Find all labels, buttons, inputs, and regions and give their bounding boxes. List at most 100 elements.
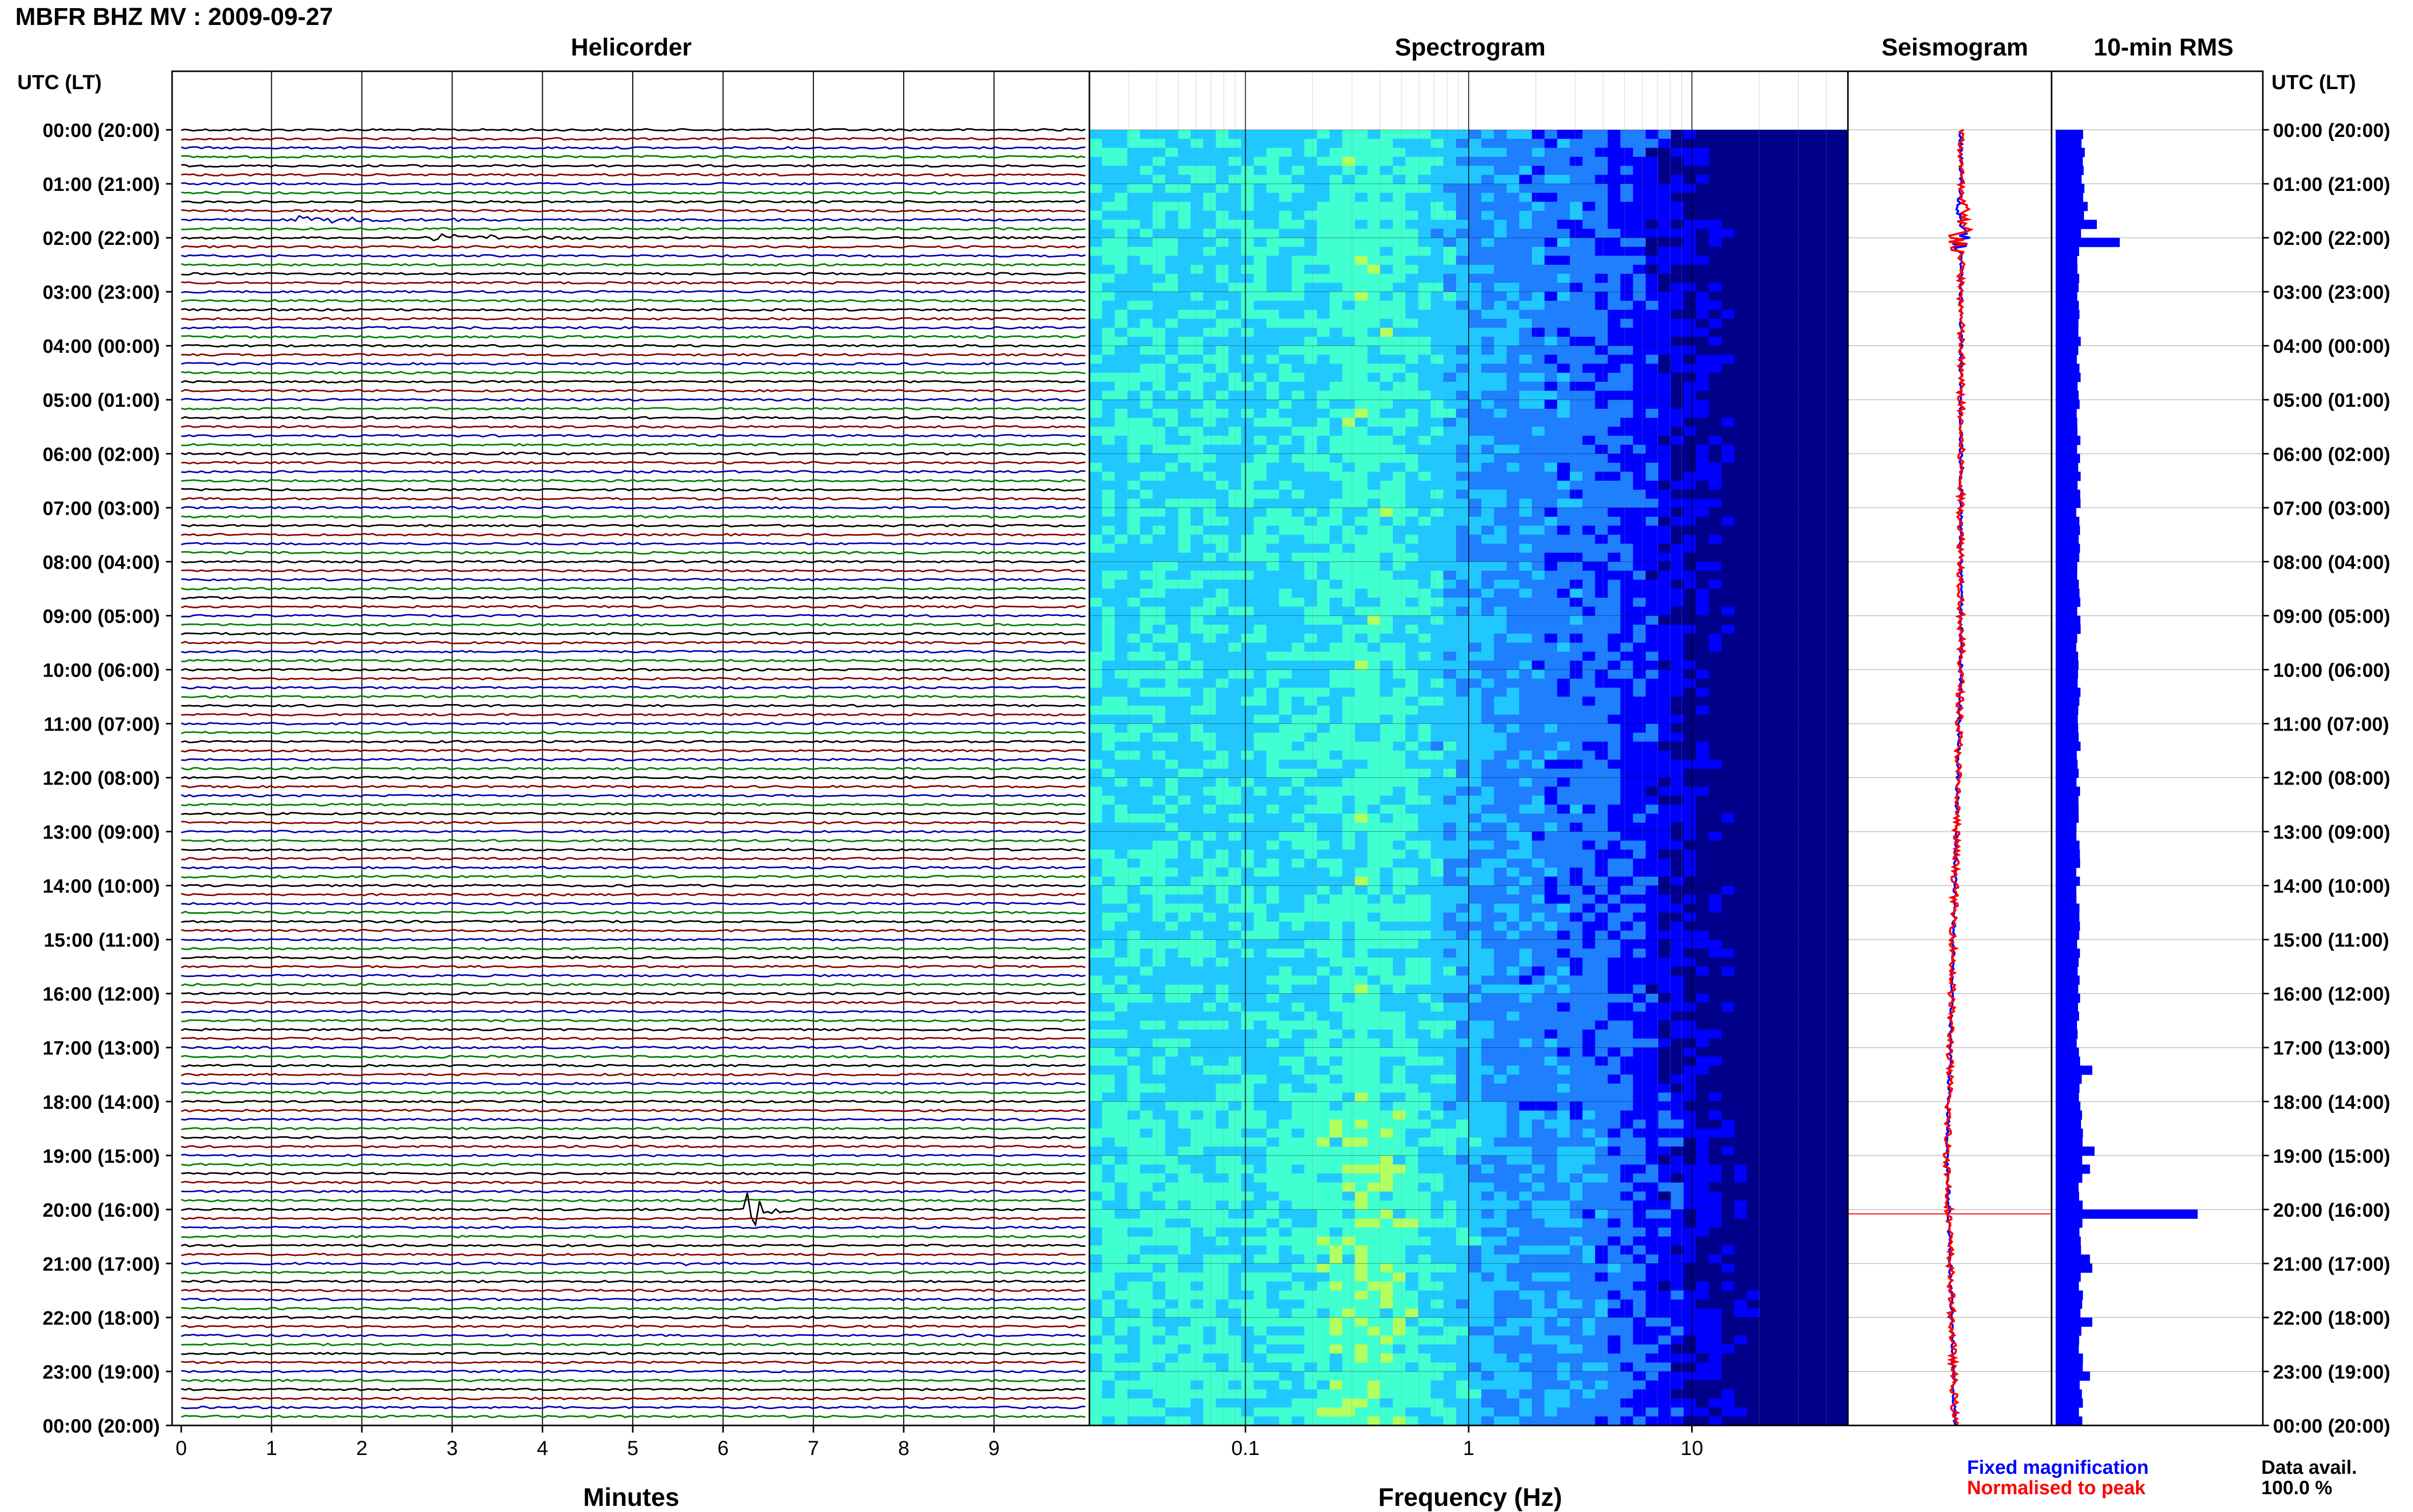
- spectrogram-cell: [1519, 841, 1532, 850]
- spectrogram-cell: [1759, 733, 1773, 742]
- spectrogram-cell: [1532, 669, 1545, 679]
- spectrogram-cell: [1089, 832, 1103, 842]
- spectrogram-cell: [1406, 841, 1419, 850]
- spectrogram-cell: [1140, 562, 1153, 571]
- spectrogram-cell: [1494, 805, 1507, 815]
- spectrogram-cell: [1191, 517, 1204, 526]
- spectrogram-cell: [1165, 669, 1179, 679]
- spectrogram-cell: [1267, 642, 1280, 652]
- spectrogram-cell: [1216, 490, 1229, 499]
- spectrogram-cell: [1659, 724, 1672, 734]
- spectrogram-cell: [1304, 517, 1317, 526]
- spectrogram-cell: [1140, 355, 1153, 365]
- spectrogram-cell: [1418, 139, 1432, 149]
- spectrogram-cell: [1557, 283, 1570, 293]
- spectrogram-cell: [1178, 796, 1191, 805]
- spectrogram-cell: [1355, 220, 1368, 230]
- spectrogram-cell: [1608, 274, 1621, 284]
- spectrogram-cell: [1406, 769, 1419, 778]
- spectrogram-cell: [1241, 778, 1254, 788]
- spectrogram-cell: [1659, 769, 1672, 778]
- spectrogram-cell: [1128, 850, 1141, 859]
- spectrogram-cell: [1709, 148, 1722, 157]
- spectrogram-cell: [1443, 598, 1456, 607]
- spectrogram-cell: [1418, 148, 1432, 157]
- spectrogram-cell: [1798, 490, 1811, 499]
- spectrogram-cell: [1102, 265, 1115, 274]
- spectrogram-cell: [1608, 382, 1621, 391]
- spectrogram-cell: [1443, 742, 1456, 751]
- spectrogram-cell: [1203, 661, 1217, 670]
- spectrogram-cell: [1759, 832, 1773, 842]
- spectrogram-cell: [1798, 544, 1811, 553]
- spectrogram-cell: [1608, 805, 1621, 815]
- spectrogram-cell: [1557, 130, 1570, 139]
- spectrogram-cell: [1355, 580, 1368, 590]
- spectrogram-cell: [1140, 148, 1153, 157]
- spectrogram-cell: [1822, 247, 1836, 257]
- spectrogram-cell: [1165, 283, 1179, 293]
- spectrogram-cell: [1153, 292, 1166, 301]
- spectrogram-cell: [1153, 841, 1166, 850]
- spectrogram-cell: [1759, 382, 1773, 391]
- spectrogram-cell: [1507, 211, 1520, 220]
- spectrogram-cell: [1557, 382, 1570, 391]
- spectrogram-cell: [1254, 814, 1267, 823]
- spectrogram-cell: [1747, 220, 1760, 230]
- spectrogram-cell: [1583, 805, 1596, 815]
- spectrogram-cell: [1494, 382, 1507, 391]
- spectrogram-cell: [1684, 742, 1697, 751]
- spectrogram-cell: [1583, 544, 1596, 553]
- spectrogram-cell: [1115, 508, 1128, 517]
- spectrogram-cell: [1393, 391, 1406, 401]
- spectrogram-cell: [1089, 841, 1103, 850]
- spectrogram-cell: [1241, 706, 1254, 715]
- spectrogram-cell: [1785, 166, 1798, 176]
- spectrogram-cell: [1557, 373, 1570, 382]
- spectrogram-cell: [1747, 292, 1760, 301]
- spectrogram-cell: [1431, 679, 1444, 688]
- spectrogram-cell: [1722, 787, 1735, 796]
- spectrogram-cell: [1254, 652, 1267, 661]
- spectrogram-cell: [1671, 805, 1684, 815]
- spectrogram-cell: [1810, 615, 1823, 625]
- spectrogram-cell: [1608, 598, 1621, 607]
- spectrogram-cell: [1810, 553, 1823, 563]
- spectrogram-cell: [1304, 607, 1317, 617]
- spectrogram-cell: [1557, 472, 1570, 482]
- spectrogram-cell: [1191, 669, 1204, 679]
- spectrogram-cell: [1696, 481, 1709, 490]
- spectrogram-cell: [1545, 157, 1558, 166]
- spectrogram-cell: [1089, 301, 1103, 311]
- spectrogram-cell: [1822, 535, 1836, 544]
- spectrogram-cell: [1469, 157, 1482, 166]
- spectrogram-cell: [1620, 292, 1634, 301]
- spectrogram-cell: [1583, 292, 1596, 301]
- spectrogram-cell: [1153, 571, 1166, 580]
- spectrogram-cell: [1519, 418, 1532, 428]
- spectrogram-cell: [1583, 742, 1596, 751]
- spectrogram-cell: [1216, 706, 1229, 715]
- spectrogram-cell: [1469, 517, 1482, 526]
- spectrogram-cell: [1418, 301, 1432, 311]
- spectrogram-cell: [1443, 319, 1456, 328]
- spectrogram-cell: [1835, 589, 1848, 598]
- spectrogram-cell: [1557, 517, 1570, 526]
- spectrogram-cell: [1128, 715, 1141, 724]
- spectrogram-cell: [1292, 571, 1305, 580]
- spectrogram-cell: [1583, 202, 1596, 211]
- spectrogram-cell: [1089, 661, 1103, 670]
- spectrogram-cell: [1620, 778, 1634, 788]
- spectrogram-cell: [1557, 571, 1570, 580]
- spectrogram-cell: [1191, 337, 1204, 347]
- spectrogram-cell: [1772, 625, 1785, 634]
- spectrogram-cell: [1570, 814, 1583, 823]
- spectrogram-cell: [1570, 247, 1583, 257]
- spectrogram-cell: [1469, 526, 1482, 536]
- spectrogram-cell: [1835, 274, 1848, 284]
- spectrogram-cell: [1418, 841, 1432, 850]
- spectrogram-cell: [1355, 184, 1368, 193]
- spectrogram-cell: [1153, 607, 1166, 617]
- spectrogram-cell: [1279, 427, 1293, 436]
- spectrogram-cell: [1608, 499, 1621, 509]
